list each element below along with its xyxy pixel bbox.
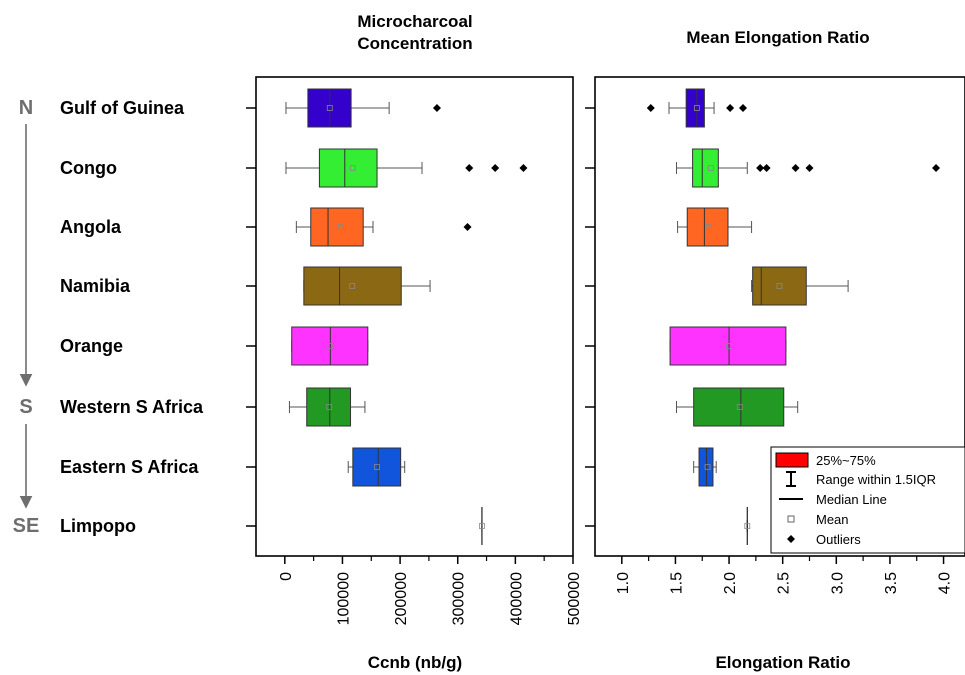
legend-outliers-label: Outliers: [816, 532, 861, 547]
mean-marker: [726, 343, 732, 349]
outlier-point: [432, 104, 441, 112]
direction-label-se: SE: [13, 515, 40, 537]
iqr-box: [698, 447, 714, 487]
iqr-box: [669, 326, 787, 366]
outlier-point: [739, 104, 747, 112]
region-label-orange: Orange: [60, 336, 123, 356]
mean-marker: [349, 165, 356, 171]
iqr-box: [693, 387, 785, 427]
legend-outlier-icon: [787, 535, 795, 543]
direction-label-s: S: [19, 396, 32, 418]
mean-marker: [704, 464, 711, 470]
chart1-xtick-label: 400000: [508, 572, 525, 625]
legend-range-label: Range within 1.5IQR: [816, 472, 936, 487]
outlier-point: [726, 104, 735, 112]
chart2-box-angola: [677, 207, 753, 247]
outlier-point: [646, 104, 655, 112]
chart1-xlabel: Ccnb (nb/g): [368, 653, 462, 672]
legend-mean-icon: [787, 515, 795, 523]
chart2-xlabel: Elongation Ratio: [715, 653, 850, 672]
region-label-congo: Congo: [60, 158, 117, 178]
outlier-point: [519, 164, 528, 172]
mean-marker: [736, 404, 743, 410]
chart2-box-orange: [669, 326, 787, 366]
mean-marker: [326, 404, 333, 410]
region-label-gulf-of-guinea: Gulf of Guinea: [60, 98, 185, 118]
outlier-point: [805, 164, 814, 172]
chart1-xtick-label: 100000: [335, 572, 352, 625]
chart2-box-namibia: [751, 266, 849, 306]
legend-mean-label: Mean: [816, 512, 849, 527]
chart2-xtick-label: 2.0: [722, 572, 739, 594]
chart1-title-line2: Concentration: [357, 34, 472, 53]
iqr-box: [291, 326, 369, 366]
outlier-point: [791, 164, 800, 172]
region-label-limpopo: Limpopo: [60, 516, 136, 536]
region-label-western-s-africa: Western S Africa: [60, 397, 204, 417]
legend-box-label: 25%~75%: [816, 453, 876, 468]
chart2-box-congo: [676, 148, 941, 188]
chart1-xtick-label: 300000: [451, 572, 468, 625]
mean-marker: [349, 283, 356, 289]
iqr-box: [352, 447, 402, 487]
legend-box-swatch: [775, 452, 809, 468]
iqr-box: [306, 387, 352, 427]
mean-marker: [707, 165, 714, 171]
mean-marker: [326, 105, 333, 111]
region-label-angola: Angola: [60, 217, 122, 237]
chart2-box-western-s-africa: [676, 387, 799, 427]
chart2-xtick-label: 1.5: [668, 572, 685, 594]
chart1-box-gulf-of-guinea: [285, 88, 441, 128]
iqr-box: [303, 266, 402, 306]
chart1-box-eastern-s-africa: [347, 447, 406, 487]
chart1-box-limpopo: [479, 507, 485, 545]
region-label-eastern-s-africa: Eastern S Africa: [60, 457, 199, 477]
chart1-box-angola: [295, 207, 472, 247]
outlier-point: [463, 223, 472, 231]
mean-marker: [705, 224, 712, 230]
chart2-xtick-label: 1.0: [615, 572, 632, 594]
chart1-box-congo: [285, 148, 528, 188]
iqr-box: [685, 88, 705, 128]
iqr-box: [752, 266, 807, 306]
chart1-xtick-label: 500000: [566, 572, 583, 625]
iqr-box: [692, 148, 719, 188]
chart1-frame: [255, 76, 574, 557]
chart2-box-gulf-of-guinea: [646, 88, 747, 128]
outlier-point: [756, 164, 765, 172]
iqr-box: [310, 207, 364, 247]
chart2-xtick-label: 4.0: [937, 572, 954, 594]
chart2-box-eastern-s-africa: [693, 447, 717, 487]
chart2-box-limpopo: [744, 507, 751, 545]
iqr-box: [318, 148, 378, 188]
direction-label-n: N: [19, 97, 33, 119]
outlier-point: [762, 164, 771, 172]
legend-median-label: Median Line: [816, 492, 887, 507]
chart1-box-western-s-africa: [288, 387, 366, 427]
chart2-xtick-label: 2.5: [776, 572, 793, 594]
mean-marker: [326, 343, 333, 349]
chart1-box-orange: [291, 326, 369, 366]
chart2-frame: [594, 76, 965, 557]
outlier-point: [491, 164, 500, 172]
mean-marker: [693, 105, 700, 111]
chart1-xtick-label: 0: [278, 572, 295, 581]
iqr-box: [686, 207, 729, 247]
mean-marker: [479, 523, 485, 529]
region-label-namibia: Namibia: [60, 276, 131, 296]
mean-marker: [776, 283, 783, 289]
chart1-title: Microcharcoal: [357, 12, 472, 31]
chart2-xtick-label: 3.5: [883, 572, 900, 594]
mean-marker: [374, 464, 380, 470]
chart1-box-namibia: [303, 266, 431, 306]
outlier-point: [932, 164, 941, 172]
chart1-xtick-label: 200000: [393, 572, 410, 625]
mean-marker: [337, 224, 344, 230]
chart2-xtick-label: 3.0: [829, 572, 846, 594]
outlier-point: [465, 164, 474, 172]
mean-marker: [744, 523, 751, 529]
chart2-title: Mean Elongation Ratio: [686, 28, 869, 47]
